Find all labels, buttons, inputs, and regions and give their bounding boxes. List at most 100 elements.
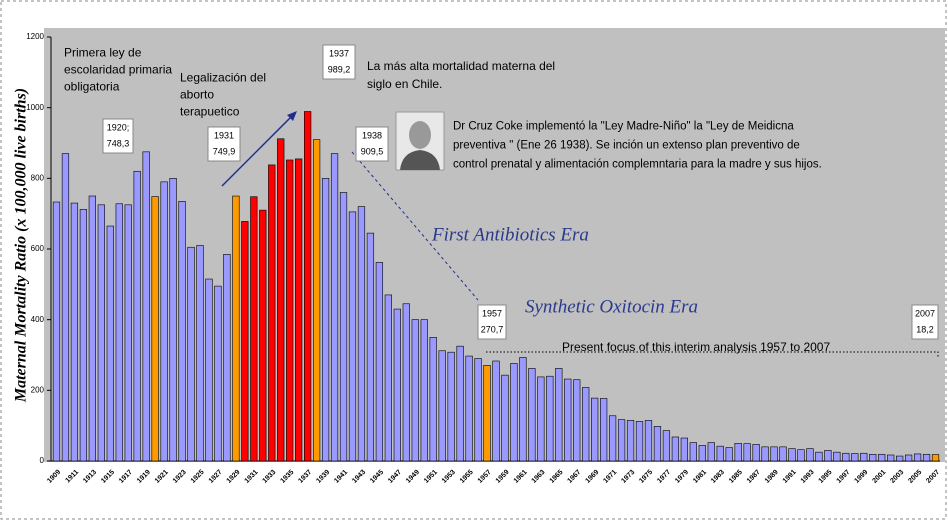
bar bbox=[573, 379, 581, 462]
bar bbox=[653, 426, 662, 462]
x-tick-label: 1991 bbox=[782, 469, 798, 485]
value-label: 989,2 bbox=[328, 64, 351, 74]
x-tick-label: 1975 bbox=[638, 469, 654, 485]
bar bbox=[546, 375, 554, 462]
y-tick-label: 800 bbox=[31, 173, 45, 182]
bar bbox=[429, 337, 437, 462]
x-tick-label: 1949 bbox=[405, 469, 421, 485]
bar bbox=[375, 262, 384, 462]
bar bbox=[384, 294, 392, 462]
bar bbox=[770, 446, 778, 462]
bar bbox=[537, 376, 545, 462]
bar bbox=[169, 178, 177, 462]
value-label: 1931 bbox=[214, 130, 234, 140]
annotation: terapuetico bbox=[180, 105, 240, 119]
bar bbox=[151, 196, 159, 462]
bar bbox=[438, 350, 446, 462]
bar bbox=[366, 232, 375, 462]
bar bbox=[196, 245, 204, 462]
annotation: control prenatal y alimentación complemn… bbox=[453, 159, 822, 171]
bar bbox=[205, 278, 213, 462]
bar bbox=[79, 209, 88, 462]
value-label-box bbox=[911, 304, 939, 340]
bar bbox=[600, 398, 608, 462]
bar bbox=[707, 442, 715, 462]
bar bbox=[357, 206, 366, 462]
annotation: Dr Cruz Coke implementó la "Ley Madre-Ni… bbox=[453, 121, 794, 133]
value-label: 749,9 bbox=[213, 146, 236, 156]
x-tick-label: 1913 bbox=[82, 469, 98, 485]
bar bbox=[931, 454, 940, 462]
x-tick-label: 2005 bbox=[907, 469, 923, 485]
bar bbox=[851, 453, 859, 462]
x-tick-label: 1985 bbox=[728, 469, 744, 485]
value-label-box bbox=[102, 118, 134, 154]
bar bbox=[582, 387, 590, 462]
x-tick-label: 1999 bbox=[854, 469, 870, 485]
x-tick-label: 1921 bbox=[154, 469, 170, 485]
x-tick-label: 1947 bbox=[387, 469, 403, 485]
bar bbox=[824, 450, 832, 462]
x-tick-label: 1927 bbox=[208, 469, 224, 485]
y-tick-label: 0 bbox=[40, 456, 45, 465]
bar bbox=[617, 419, 626, 462]
bar bbox=[124, 204, 132, 462]
x-tick-label: 2007 bbox=[925, 469, 941, 485]
bar bbox=[61, 153, 70, 462]
annotation: Legalización del bbox=[180, 71, 266, 85]
bar bbox=[555, 368, 563, 462]
bar bbox=[842, 452, 850, 462]
y-tick-label: 1200 bbox=[26, 32, 44, 41]
annotation: Synthetic Oxitocin Era bbox=[525, 296, 698, 317]
bar bbox=[259, 209, 267, 462]
bar bbox=[277, 138, 285, 462]
bar bbox=[626, 420, 635, 462]
bar bbox=[447, 351, 455, 462]
bar bbox=[474, 358, 482, 462]
bar bbox=[295, 158, 303, 462]
bar bbox=[232, 195, 240, 462]
bar bbox=[393, 308, 401, 462]
x-tick-label: 1917 bbox=[118, 469, 134, 485]
bar bbox=[483, 365, 491, 462]
bar bbox=[896, 455, 904, 462]
annotation: aborto bbox=[180, 88, 214, 102]
x-tick-label: 1989 bbox=[764, 469, 780, 485]
arrow bbox=[221, 115, 293, 187]
x-tick-label: 1915 bbox=[100, 469, 116, 485]
bar bbox=[833, 451, 841, 462]
bar bbox=[402, 303, 410, 462]
bar bbox=[878, 453, 886, 462]
x-tick-label: 1933 bbox=[262, 469, 278, 485]
x-tick-label: 1983 bbox=[710, 469, 726, 485]
annotation: Primera ley de bbox=[64, 46, 142, 60]
annotation: obligatoria bbox=[64, 80, 120, 94]
bar bbox=[420, 319, 428, 462]
x-tick-label: 1941 bbox=[333, 469, 349, 485]
value-label: 1938 bbox=[362, 130, 382, 140]
y-tick-label: 200 bbox=[31, 385, 45, 394]
focus-bracket bbox=[486, 351, 939, 358]
x-tick-label: 2003 bbox=[889, 469, 905, 485]
x-tick-label: 1973 bbox=[620, 469, 636, 485]
bar bbox=[304, 111, 312, 462]
bar bbox=[528, 368, 536, 462]
y-tick-label: 600 bbox=[31, 244, 45, 253]
x-tick-label: 2001 bbox=[871, 469, 887, 485]
x-tick-label: 1931 bbox=[244, 469, 260, 485]
bar bbox=[904, 454, 913, 462]
x-tick-label: 1981 bbox=[692, 469, 708, 485]
bar bbox=[348, 211, 357, 462]
x-tick-label: 1963 bbox=[531, 469, 547, 485]
x-tick-label: 1909 bbox=[46, 469, 62, 485]
value-label-box bbox=[355, 126, 389, 162]
value-label: 1957 bbox=[482, 308, 502, 318]
era-divider bbox=[351, 151, 479, 301]
bar bbox=[52, 201, 61, 462]
value-label: 270,7 bbox=[481, 324, 504, 334]
x-tick-label: 1929 bbox=[226, 469, 242, 485]
bar bbox=[321, 178, 330, 462]
bar bbox=[869, 453, 877, 462]
